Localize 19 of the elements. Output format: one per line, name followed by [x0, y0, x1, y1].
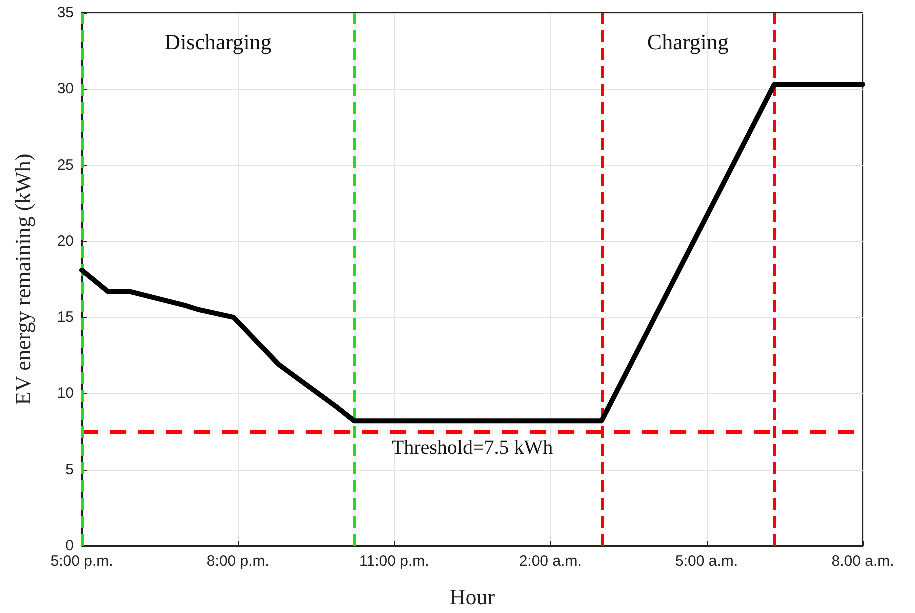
- annotation: Charging: [647, 30, 729, 54]
- x-tick-label: 2:00 a.m.: [519, 553, 582, 570]
- y-tick-label: 30: [57, 80, 74, 98]
- y-axis-title: EV energy remaining (kWh): [10, 154, 36, 406]
- y-tick-label: 5: [66, 461, 74, 478]
- ref-line-label: Threshold=7.5 kWh: [392, 436, 554, 459]
- y-tick-label: 10: [57, 385, 74, 402]
- x-axis-title: Hour: [450, 584, 496, 610]
- y-tick-label: 25: [57, 156, 74, 174]
- x-tick-label: 8.00 a.m.: [832, 553, 894, 570]
- y-tick-label: 0: [66, 538, 74, 554]
- y-tick-label: 20: [57, 232, 74, 250]
- annotation: Discharging: [164, 30, 272, 54]
- x-tick-label: 5:00 p.m.: [50, 553, 114, 570]
- x-tick-label: 5:00 a.m.: [676, 553, 738, 570]
- y-tick-label: 15: [57, 309, 74, 326]
- x-tick-label: 11:00 p.m.: [360, 553, 430, 570]
- x-tick-label: 8:00 p.m.: [206, 553, 270, 570]
- y-tick-label: 35: [57, 4, 74, 22]
